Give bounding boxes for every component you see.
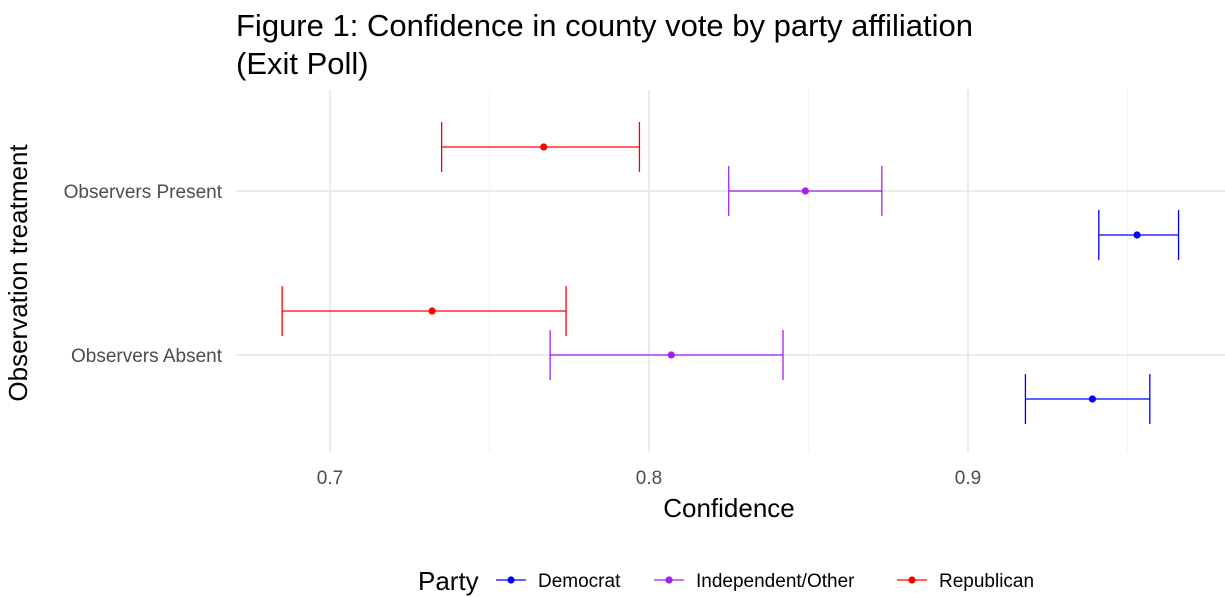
legend-key-point bbox=[507, 576, 515, 584]
errorbar-democrat bbox=[1024, 374, 1151, 424]
legend: Party Democrat Independent/Other Republican bbox=[418, 566, 1034, 596]
legend-title: Party bbox=[418, 566, 479, 596]
y-tick-label: Observers Present bbox=[64, 182, 223, 203]
x-tick-label: 0.9 bbox=[955, 468, 981, 489]
errorbar-independent-other bbox=[728, 166, 883, 216]
x-axis-title: Confidence bbox=[663, 493, 795, 523]
point-estimate bbox=[428, 307, 436, 315]
y-axis-ticks: Observers Present Observers Absent bbox=[64, 182, 223, 367]
errorbar-democrat bbox=[1098, 210, 1180, 260]
x-axis-ticks: 0.7 0.8 0.9 bbox=[317, 468, 981, 489]
point-estimate bbox=[1133, 231, 1141, 239]
errorbar-independent-other bbox=[549, 330, 784, 380]
chart-title-line-2: (Exit Poll) bbox=[236, 46, 369, 81]
y-axis-title: Observation treatment bbox=[3, 144, 33, 402]
errorbar-republican bbox=[440, 122, 641, 172]
x-tick-label: 0.7 bbox=[317, 468, 343, 489]
data-marks bbox=[281, 122, 1180, 424]
grid bbox=[236, 90, 1225, 452]
legend-item-independent-other: Independent/Other bbox=[654, 571, 855, 592]
legend-key-point bbox=[908, 576, 916, 584]
legend-label: Independent/Other bbox=[696, 571, 855, 592]
point-estimate bbox=[801, 187, 809, 195]
legend-item-democrat: Democrat bbox=[496, 571, 621, 592]
legend-label: Republican bbox=[939, 571, 1034, 592]
point-estimate bbox=[540, 143, 548, 151]
point-estimate bbox=[667, 351, 675, 359]
legend-label: Democrat bbox=[538, 571, 621, 592]
errorbar-republican bbox=[281, 286, 567, 336]
legend-item-republican: Republican bbox=[897, 571, 1034, 592]
legend-key-point bbox=[665, 576, 673, 584]
point-estimate bbox=[1088, 395, 1097, 403]
y-tick-label: Observers Absent bbox=[71, 346, 223, 367]
chart-title-line-1: Figure 1: Confidence in county vote by p… bbox=[236, 8, 973, 43]
x-tick-label: 0.8 bbox=[636, 468, 662, 489]
